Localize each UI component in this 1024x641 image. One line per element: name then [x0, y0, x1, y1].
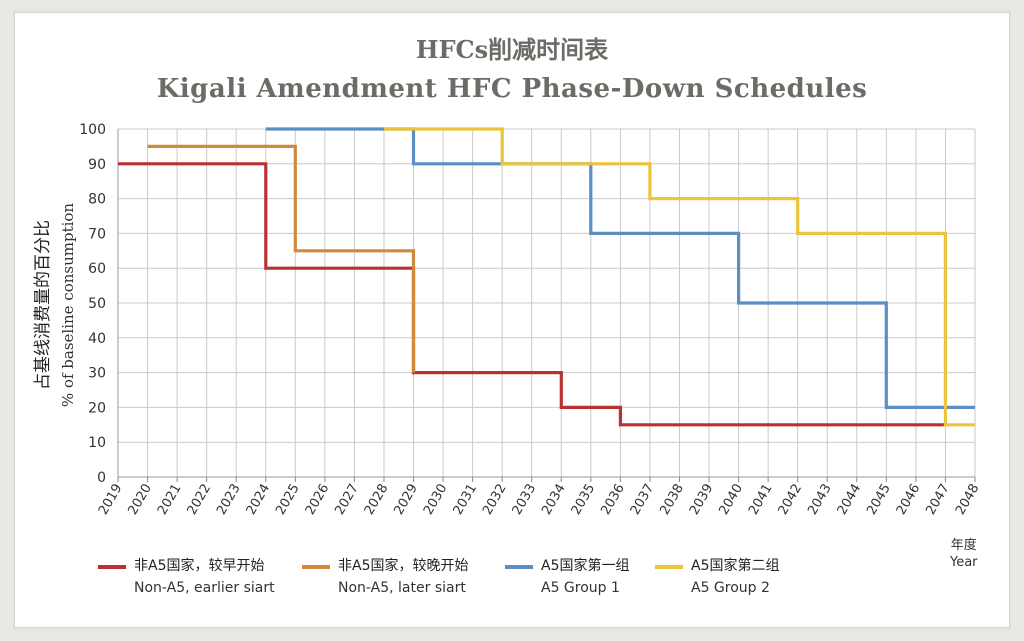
series-line-2: [147, 144, 416, 373]
x-tick-label: 2026: [303, 482, 333, 518]
legend-label-en: A5 Group 2: [691, 580, 770, 596]
x-tick-label: 2030: [421, 482, 451, 518]
legend-item-3: A5国家第一组 A5 Group 1: [505, 555, 629, 599]
x-tick-label: 2042: [776, 482, 806, 518]
x-tick-label: 2044: [835, 482, 865, 518]
x-tick-label: 2028: [362, 482, 392, 518]
x-tick-label: 2020: [125, 482, 155, 518]
series-line-4: [384, 127, 975, 427]
x-tick-label: 2035: [569, 482, 599, 518]
x-tick-label: 2029: [391, 482, 421, 518]
y-tick-label: 60: [88, 261, 106, 277]
x-axis-unit: 年度 Year: [950, 537, 978, 571]
x-tick-label: 2037: [628, 482, 658, 518]
series-line-1: [118, 162, 946, 427]
y-tick-label: 90: [88, 157, 106, 173]
x-axis-unit-cn: 年度: [950, 538, 977, 553]
legend-item-1: 非A5国家，较早开始 Non-A5, earlier siart: [98, 555, 275, 599]
y-tick-label: 50: [88, 296, 106, 312]
chart-title-en: Kigali Amendment HFC Phase-Down Schedule…: [156, 74, 868, 104]
x-tick-label: 2045: [864, 482, 894, 518]
x-tick-label: 2019: [96, 482, 126, 518]
y-tick-label: 30: [88, 366, 106, 382]
chart-frame: [14, 12, 1010, 628]
x-tick-label: 2031: [451, 482, 481, 518]
x-tick-label: 2043: [805, 482, 835, 518]
y-tick-label: 40: [88, 331, 106, 347]
x-tick-label: 2036: [598, 482, 628, 518]
x-tick-label: 2023: [214, 482, 244, 518]
y-tick-label: 10: [88, 435, 106, 451]
legend-label-en: A5 Group 1: [541, 580, 620, 596]
x-tick-label: 2022: [185, 482, 215, 518]
x-tick-label: 2046: [894, 482, 924, 518]
x-tick-label: 2032: [480, 482, 510, 518]
y-tick-label: 100: [79, 122, 106, 138]
x-tick-label: 2039: [687, 482, 717, 518]
legend-swatch: [98, 565, 126, 569]
y-tick-label: 70: [88, 226, 106, 242]
legend-swatch: [302, 565, 330, 569]
chart-title-cn: HFCs削减时间表: [415, 35, 609, 64]
x-tick-label: 2033: [510, 482, 540, 518]
x-tick-label: 2027: [332, 482, 362, 518]
x-tick-label: 2034: [539, 482, 569, 518]
y-tick-label: 0: [97, 470, 106, 486]
legend-item-2: 非A5国家，较晚开始 Non-A5, later siart: [302, 555, 468, 599]
legend-swatch: [505, 565, 533, 569]
legend-label-cn: A5国家第一组: [541, 558, 630, 574]
x-tick-label: 2047: [923, 482, 953, 518]
legend-label-cn: 非A5国家，较早开始: [134, 558, 265, 574]
legend-label-en: Non-A5, later siart: [338, 580, 466, 596]
legend-label-en: Non-A5, earlier siart: [134, 580, 275, 596]
legend-item-4: A5国家第二组 A5 Group 2: [655, 555, 779, 599]
x-tick-label: 2025: [273, 482, 303, 518]
x-tick-label: 2048: [953, 482, 983, 518]
x-tick-label: 2041: [746, 482, 776, 518]
y-axis-label-cn: 占基线消费量的百分比: [33, 220, 53, 390]
x-tick-label: 2024: [244, 482, 274, 518]
legend-swatch: [655, 565, 683, 569]
x-tick-label: 2021: [155, 482, 185, 518]
x-tick-label: 2040: [717, 482, 747, 518]
series-line-3: [265, 127, 975, 409]
legend-label-cn: 非A5国家，较晚开始: [338, 558, 469, 574]
legend-label-cn: A5国家第二组: [691, 558, 780, 574]
x-axis-unit-en: Year: [950, 555, 978, 570]
y-tick-label: 20: [88, 400, 106, 416]
x-tick-label: 2038: [657, 482, 687, 518]
y-axis-label-en: % of baseline consumption: [59, 203, 77, 408]
y-tick-label: 80: [88, 192, 106, 208]
